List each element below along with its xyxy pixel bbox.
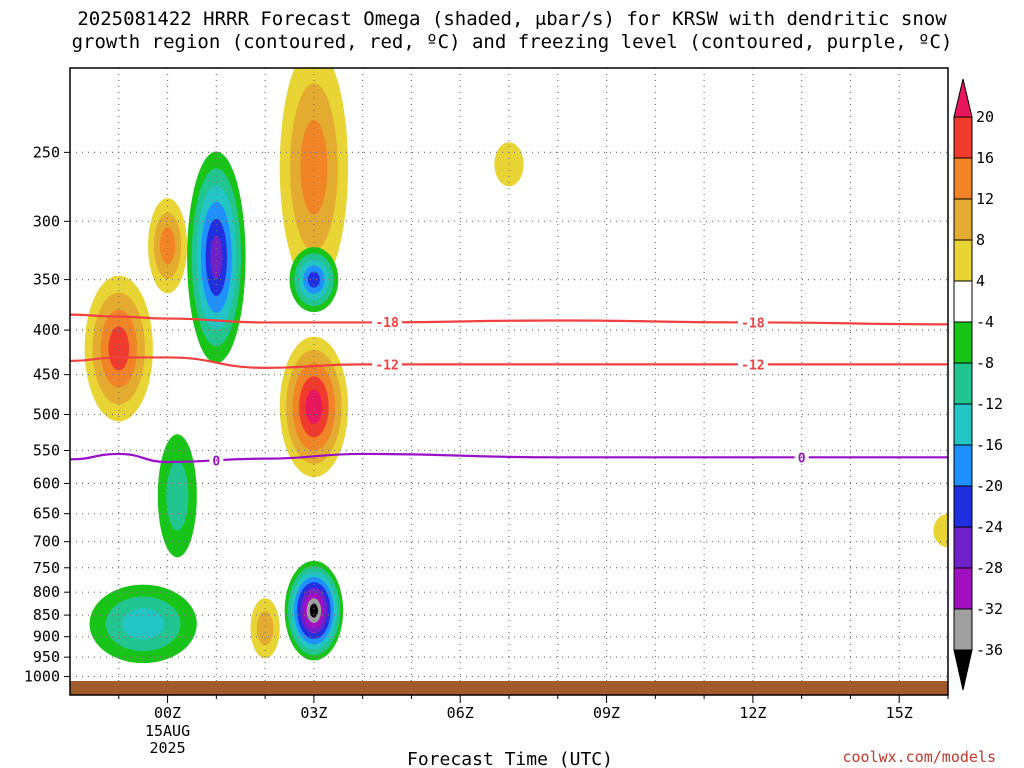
x-tick-label-12Z: 12Z	[739, 704, 766, 722]
chart-title-line1: 2025081422 HRRR Forecast Omega (shaded, …	[77, 8, 947, 30]
contour-label-1-0: -12	[375, 358, 398, 373]
ground-bar	[70, 681, 948, 695]
y-tick-label-700: 700	[33, 533, 60, 551]
omega-cell-5-level-4	[305, 389, 323, 425]
contour-label-bg-2-1	[794, 450, 809, 465]
x-tick-label-06Z: 06Z	[447, 704, 474, 722]
omega-cell-3-level-2	[300, 119, 328, 215]
y-tick-label-350: 350	[33, 271, 60, 289]
contour-label-1-1: -12	[741, 358, 764, 373]
colorbar-segment-11	[953, 567, 973, 610]
colorbar-segment-5	[953, 321, 973, 364]
colorbar-label-8: -16	[976, 436, 1003, 454]
y-tick-label-600: 600	[33, 474, 60, 492]
y-tick-label-250: 250	[33, 143, 60, 161]
omega-cell-2-level-5	[210, 235, 223, 280]
contour-label-bg-0-0	[372, 315, 403, 330]
contour-label-bg-2-0	[209, 453, 224, 468]
omega-shading	[84, 68, 948, 664]
colorbar-label-0: 20	[976, 108, 994, 126]
y-tick-label-550: 550	[33, 442, 60, 460]
x-tick-label-15Z: 15Z	[886, 704, 913, 722]
y-tick-label-1000: 1000	[24, 668, 60, 686]
contour-label-bg-1-0	[372, 357, 403, 372]
contour-label-0-1: -18	[741, 316, 765, 331]
contour-label-bg-0-1	[737, 315, 768, 330]
colorbar-label-2: 12	[976, 190, 994, 208]
omega-cell-6-level-1	[166, 461, 189, 531]
y-tick-label-900: 900	[33, 628, 60, 646]
colorbar-legend: 20 16 12 8 4 -4 -8 -12 -16 -20 -24 -28 -32 -36	[953, 78, 1003, 691]
colorbar-segment-10	[953, 526, 973, 569]
colorbar-label-5: -4	[976, 313, 994, 331]
colorbar-label-9: -20	[976, 477, 1003, 495]
omega-cell-11-level-0	[933, 514, 948, 548]
y-axis: 250 300 350 400 450 500 550 600 650 700 750 800 850 9…	[24, 143, 70, 686]
colorbar-segment-4	[953, 280, 973, 323]
colorbar-label-7: -12	[976, 395, 1003, 413]
colorbar-segment-7	[953, 403, 973, 446]
omega-cell-9-level-1	[256, 611, 274, 646]
grid-lines	[70, 68, 948, 695]
colorbar-top-arrow	[953, 78, 973, 118]
colorbar-segment-12	[953, 608, 973, 651]
colorbar-label-10: -24	[976, 518, 1003, 536]
site-credit: coolwx.com/models	[842, 748, 996, 766]
y-tick-label-850: 850	[33, 606, 60, 624]
colorbar-bottom-arrow	[953, 649, 973, 691]
omega-cell-1-level-2	[159, 226, 176, 265]
y-tick-label-750: 750	[33, 559, 60, 577]
omega-cell-7-level-2	[122, 608, 165, 640]
colorbar-label-11: -28	[976, 559, 1003, 577]
colorbar-segment-8	[953, 444, 973, 487]
y-tick-label-500: 500	[33, 405, 60, 423]
y-tick-label-950: 950	[33, 648, 60, 666]
contour-label-2-0: 0	[212, 454, 220, 469]
colorbar-segment-3	[953, 239, 973, 282]
y-tick-label-800: 800	[33, 583, 60, 601]
omega-cell-4-level-4	[307, 271, 320, 288]
y-tick-label-300: 300	[33, 212, 60, 230]
y-tick-label-450: 450	[33, 366, 60, 384]
chart-title-line2: growth region (contoured, red, ºC) and f…	[71, 31, 953, 53]
omega-cell-8-level-8	[309, 603, 318, 618]
x-date-label-1: 2025	[149, 739, 185, 757]
colorbar-segment-1	[953, 157, 973, 200]
colorbar-segment-9	[953, 485, 973, 528]
contour-label-0-0: -18	[375, 316, 399, 331]
colorbar-label-4: 4	[976, 272, 985, 290]
colorbar-label-1: 16	[976, 149, 994, 167]
contour-label-bg-1-1	[737, 357, 768, 372]
colorbar-label-6: -8	[976, 354, 994, 372]
y-tick-label-400: 400	[33, 321, 60, 339]
temperature-contours: -18 -18 -12 -12 0 0	[70, 313, 948, 469]
colorbar-segment-2	[953, 198, 973, 241]
omega-cell-0-level-3	[108, 326, 130, 371]
chart-title: 2025081422 HRRR Forecast Omega (shaded, …	[0, 8, 1024, 54]
y-tick-label-650: 650	[33, 505, 60, 523]
contour-line-freezing-2	[70, 452, 948, 464]
x-tick-label-09Z: 09Z	[593, 704, 620, 722]
x-date-label-0: 15AUG	[145, 722, 190, 740]
colorbar-segment-0	[953, 116, 973, 159]
colorbar-label-3: 8	[976, 231, 985, 249]
colorbar-label-12: -32	[976, 600, 1003, 618]
colorbar-label-13: -36	[976, 641, 1003, 659]
x-tick-label-00Z: 00Z	[154, 704, 181, 722]
colorbar-segment-6	[953, 362, 973, 405]
x-tick-label-03Z: 03Z	[300, 704, 327, 722]
contour-label-2-1: 0	[798, 451, 806, 466]
x-axis-label: Forecast Time (UTC)	[407, 749, 613, 768]
